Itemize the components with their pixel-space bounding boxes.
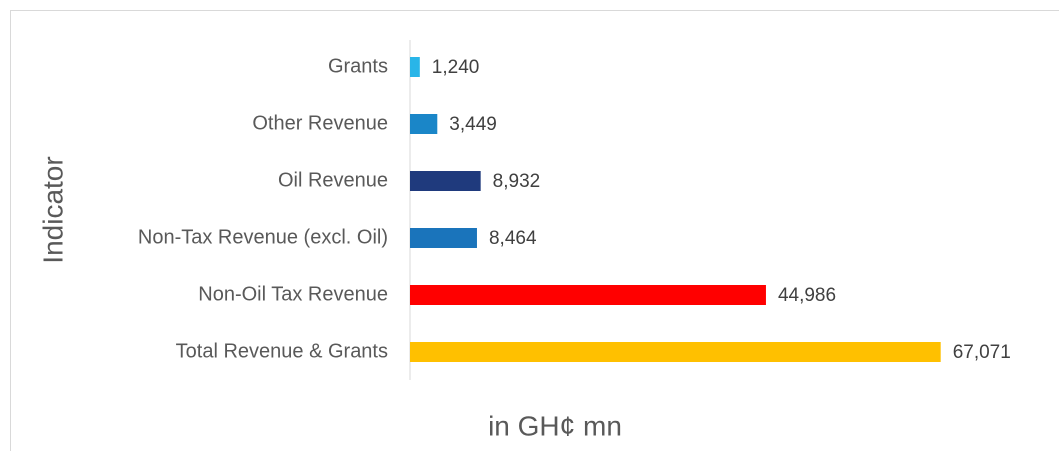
- data-label: 44,986: [778, 285, 836, 306]
- y-tick-label: Total Revenue & Grants: [176, 340, 388, 362]
- data-label: 8,932: [493, 171, 541, 192]
- y-axis-label: Indicator: [37, 156, 68, 263]
- y-tick-label: Oil Revenue: [278, 169, 388, 191]
- data-label: 67,071: [953, 342, 1011, 363]
- y-tick-label: Non-Oil Tax Revenue: [198, 283, 388, 305]
- bar: [410, 342, 941, 362]
- bar: [410, 228, 477, 248]
- x-axis-label: in GH¢ mn: [488, 410, 622, 441]
- data-label: 3,449: [449, 114, 497, 135]
- bar: [410, 285, 766, 305]
- bar: [410, 171, 481, 191]
- bar: [410, 57, 420, 77]
- y-tick-label: Grants: [328, 55, 388, 77]
- y-tick-label: Non-Tax Revenue (excl. Oil): [138, 226, 388, 248]
- y-tick-label: Other Revenue: [252, 112, 388, 134]
- data-label: 8,464: [489, 228, 537, 249]
- bar: [410, 114, 438, 134]
- chart-border: [10, 10, 1059, 451]
- data-label: 1,240: [432, 57, 480, 78]
